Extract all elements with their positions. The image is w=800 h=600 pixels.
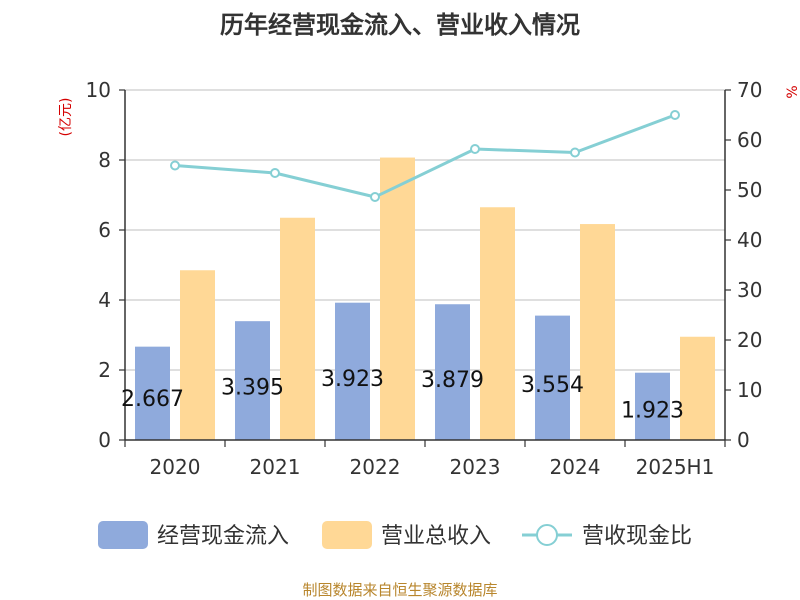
legend-marker-ratio <box>536 524 558 546</box>
bar-cash-inflow <box>535 315 570 440</box>
axes: 0 2 4 6 8 10 0 10 20 30 40 50 60 70 2020 2021 2022 2023 20… <box>86 78 763 479</box>
legend-label-revenue: 营业总收入 <box>381 524 491 549</box>
left-axis-tick-label: 4 <box>98 288 111 312</box>
bar-cash-inflow <box>235 321 270 440</box>
x-axis-category-label: 2022 <box>350 455 401 479</box>
bar-data-label: 1.923 <box>621 399 684 424</box>
ratio-point <box>170 160 180 171</box>
right-axis-tick-label: 30 <box>737 278 762 302</box>
legend-label-ratio: 营收现金比 <box>582 524 692 549</box>
left-axis-unit: (亿元) <box>58 98 74 137</box>
right-axis-unit: % <box>785 85 800 98</box>
ratio-line-layer <box>170 110 680 202</box>
left-axis-tick-label: 10 <box>86 78 111 102</box>
right-axis-tick-label: 0 <box>737 428 750 452</box>
bar-revenue <box>380 157 415 441</box>
ratio-point <box>670 110 680 120</box>
x-axis-category-label: 2023 <box>450 455 501 479</box>
bar-data-label: 2.667 <box>121 387 184 412</box>
bar-revenue <box>480 207 515 440</box>
right-axis-tick-label: 70 <box>737 78 762 102</box>
legend-swatch-revenue <box>322 521 372 549</box>
legend-swatch-cash-inflow <box>98 521 148 549</box>
right-axis-tick-label: 60 <box>737 128 762 152</box>
bar-cash-inflow <box>335 302 370 440</box>
bar-data-label: 3.879 <box>421 368 484 393</box>
bar-revenue <box>180 270 215 440</box>
ratio-point <box>570 147 580 158</box>
right-axis-tick-label: 40 <box>737 228 762 252</box>
right-axis-tick-label: 50 <box>737 178 762 202</box>
ratio-point <box>470 144 480 154</box>
source-note: 制图数据来自恒生聚源数据库 <box>302 581 497 599</box>
bars <box>135 157 715 441</box>
data-labels: 2.667 3.395 3.923 3.879 3.554 1.923 <box>121 367 684 424</box>
chart-title: 历年经营现金流入、营业收入情况 <box>220 11 580 39</box>
left-axis-tick-label: 2 <box>98 358 111 382</box>
bar-revenue <box>680 336 715 440</box>
bar-cash-inflow <box>635 372 670 440</box>
bar-cash-inflow <box>135 346 170 440</box>
bar-cash-inflow <box>435 304 470 440</box>
left-axis-tick-label: 8 <box>98 148 111 172</box>
bar-data-label: 3.554 <box>521 373 584 398</box>
right-axis-tick-label: 10 <box>737 378 762 402</box>
ratio-point <box>270 168 280 178</box>
grid-lines <box>125 89 725 371</box>
legend: 经营现金流入 营业总收入 营收现金比 <box>98 521 692 549</box>
bar-revenue <box>280 217 315 440</box>
left-axis-tick-label: 6 <box>98 218 111 242</box>
bar-revenue <box>580 224 615 440</box>
ratio-point <box>370 192 380 202</box>
left-axis-tick-label: 0 <box>98 428 111 452</box>
bar-data-label: 3.923 <box>321 367 384 392</box>
x-axis-category-label: 2021 <box>250 455 301 479</box>
x-axis-category-label: 2024 <box>550 455 601 479</box>
bar-data-label: 3.395 <box>221 376 284 401</box>
right-axis-tick-label: 20 <box>737 328 762 352</box>
x-axis-category-label: 2020 <box>150 455 201 479</box>
legend-label-cash-inflow: 经营现金流入 <box>157 524 289 549</box>
ratio-line <box>174 113 676 199</box>
x-axis-category-label: 2025H1 <box>636 455 715 479</box>
